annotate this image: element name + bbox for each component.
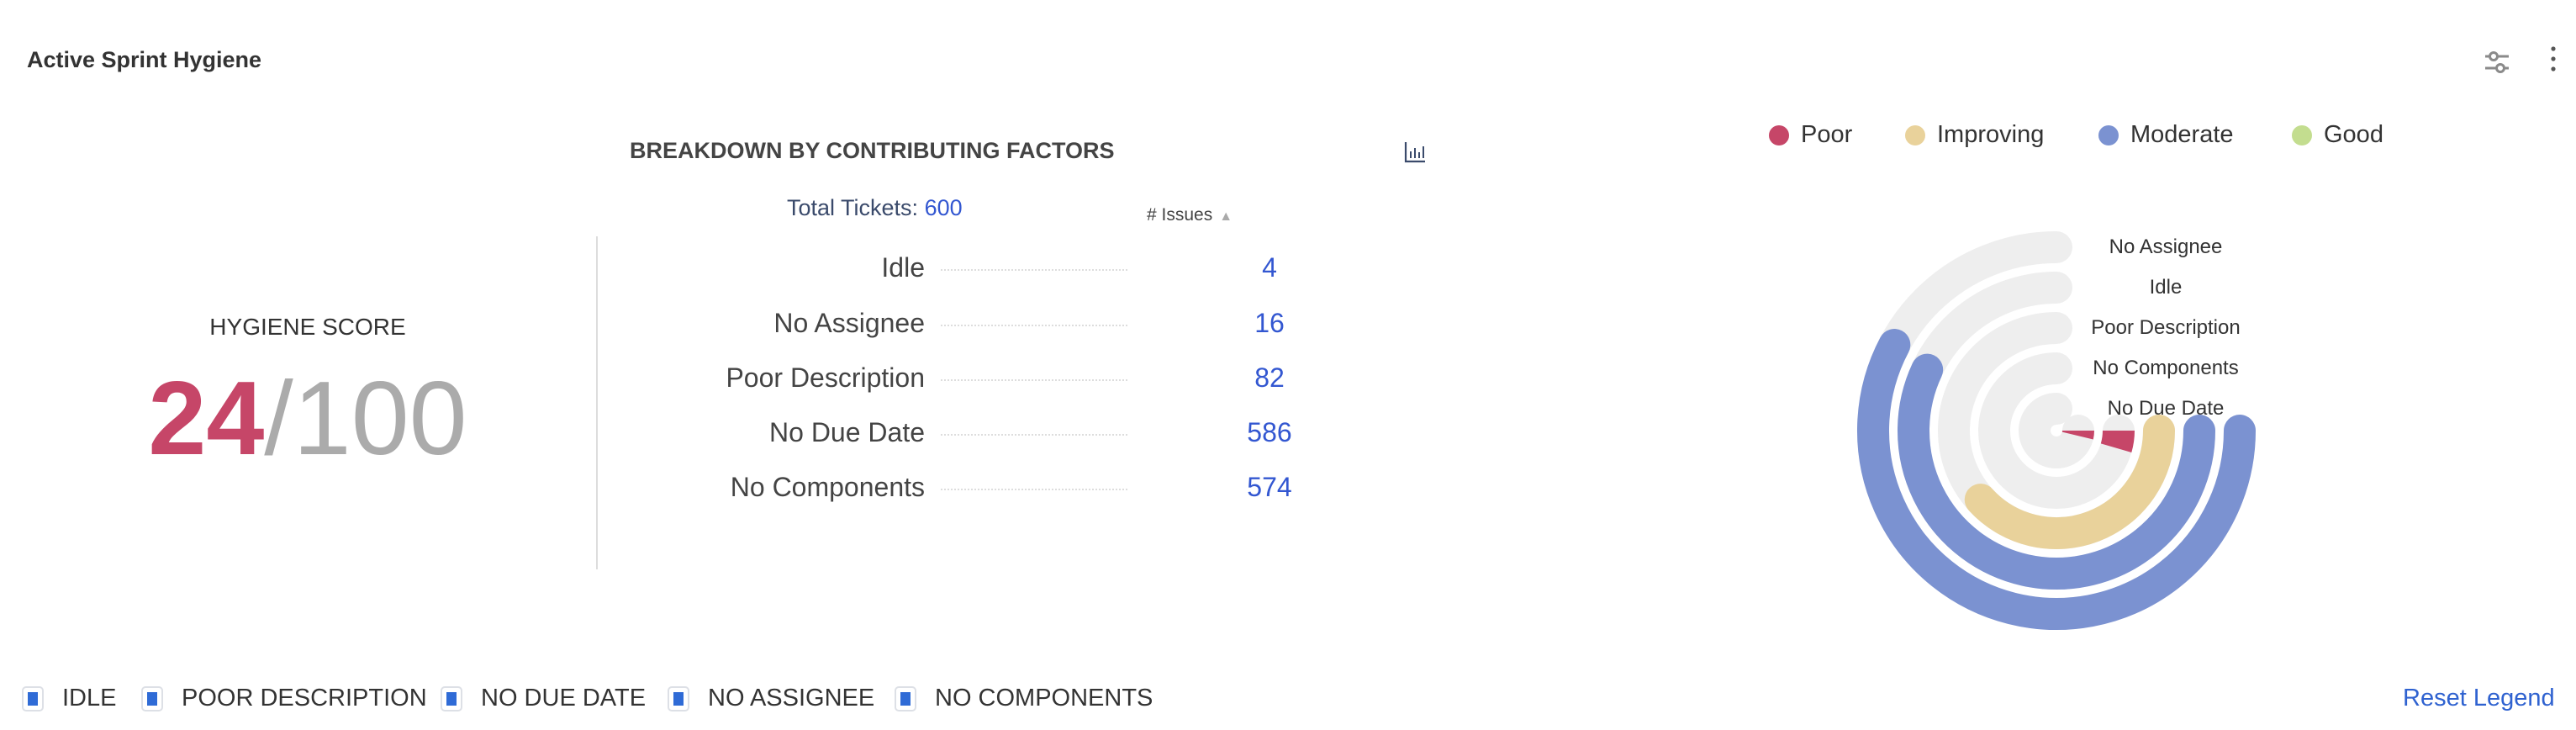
dotted-leader [941, 325, 1127, 326]
legend-checkbox-no-assignee[interactable]: NO ASSIGNEE [668, 685, 874, 712]
score-value: 24 [148, 361, 265, 477]
hygiene-score-label: HYGIENE SCORE [209, 314, 406, 340]
legend-label: Poor [1801, 121, 1853, 148]
bar-chart-icon[interactable] [1402, 140, 1428, 165]
legend-item-moderate[interactable]: Moderate [2098, 121, 2234, 149]
legend-label: Good [2324, 121, 2383, 148]
legend-item-improving[interactable]: Improving [1905, 121, 2044, 149]
factor-issue-count[interactable]: 82 [1254, 362, 1285, 393]
factor-label: No Components [730, 472, 925, 502]
legend-checkbox-no-components[interactable]: NO COMPONENTS [895, 685, 1153, 712]
legend-dot-icon [1769, 124, 1789, 145]
checkbox-checked-icon[interactable] [441, 685, 462, 711]
breakdown-title: BREAKDOWN BY CONTRIBUTING FACTORS [630, 138, 1115, 163]
ring-label: Idle [2149, 276, 2183, 299]
legend-dot-icon [2292, 124, 2312, 145]
factor-label: Poor Description [726, 362, 925, 393]
ring-bar-no-due-date[interactable] [2061, 430, 2094, 440]
legend-item-poor[interactable]: Poor [1769, 121, 1852, 149]
ring-label: No Assignee [2109, 235, 2223, 258]
total-tickets-label: Total Tickets: [787, 195, 919, 220]
legend-label: Moderate [2130, 121, 2234, 148]
factor-label: No Due Date [769, 417, 925, 447]
ring-bar-no-assignee[interactable] [1857, 328, 2256, 630]
factor-issue-count[interactable]: 586 [1247, 417, 1292, 447]
score-separator: / [264, 361, 293, 477]
factor-label: Idle [881, 252, 925, 283]
dotted-leader [941, 269, 1127, 271]
sliders-icon[interactable] [2480, 45, 2514, 79]
legend-checkbox-label: NO COMPONENTS [935, 685, 1153, 711]
dotted-leader [941, 434, 1127, 436]
ring-bar-poor-description[interactable] [1964, 415, 2175, 549]
issues-column-header[interactable]: # Issues ▲ [1147, 205, 1233, 225]
checkbox-checked-icon[interactable] [141, 685, 163, 711]
legend-label: Improving [1937, 121, 2045, 148]
score-max: 100 [293, 361, 467, 477]
sort-asc-icon[interactable]: ▲ [1219, 209, 1233, 224]
kebab-menu-icon[interactable] [2541, 44, 2566, 77]
legend-checkbox-poor-description[interactable]: POOR DESCRIPTION [141, 685, 427, 712]
legend-checkbox-label: NO ASSIGNEE [708, 685, 875, 711]
total-tickets: Total Tickets: 600 [787, 195, 963, 221]
checkbox-checked-icon[interactable] [22, 685, 44, 711]
checkbox-checked-icon[interactable] [895, 685, 916, 711]
factor-label: No Assignee [773, 308, 925, 338]
legend-item-good[interactable]: Good [2292, 121, 2383, 149]
checkbox-checked-icon[interactable] [668, 685, 689, 711]
factor-issue-count[interactable]: 4 [1262, 252, 1277, 283]
total-tickets-value: 600 [924, 195, 963, 220]
factor-issue-count[interactable]: 16 [1254, 308, 1285, 338]
ring-label: No Due Date [2107, 397, 2225, 420]
legend-dot-icon [1905, 124, 1925, 145]
widget-title: Active Sprint Hygiene [27, 47, 262, 72]
dotted-leader [941, 379, 1127, 381]
ring-bar-no-components[interactable] [2100, 430, 2135, 452]
hygiene-score: 24/100 [84, 367, 531, 471]
divider [596, 236, 598, 569]
legend-checkbox-label: POOR DESCRIPTION [182, 685, 427, 711]
legend-checkbox-label: NO DUE DATE [481, 685, 647, 711]
reset-legend-link[interactable]: Reset Legend [2403, 685, 2555, 711]
ring-bar-idle[interactable] [1898, 353, 2215, 590]
factor-issue-count[interactable]: 574 [1247, 472, 1292, 502]
legend-checkbox-label: IDLE [62, 685, 117, 711]
ring-label: Poor Description [2091, 316, 2241, 339]
dotted-leader [941, 489, 1127, 490]
ring-track [1978, 352, 2135, 509]
legend-dot-icon [2098, 124, 2119, 145]
ring-track [2019, 393, 2094, 468]
legend-checkbox-idle[interactable]: IDLE [22, 685, 116, 712]
issues-header-label: # Issues [1147, 205, 1213, 225]
ring-label: No Components [2093, 357, 2239, 379]
legend-checkbox-no-due-date[interactable]: NO DUE DATE [441, 685, 646, 712]
